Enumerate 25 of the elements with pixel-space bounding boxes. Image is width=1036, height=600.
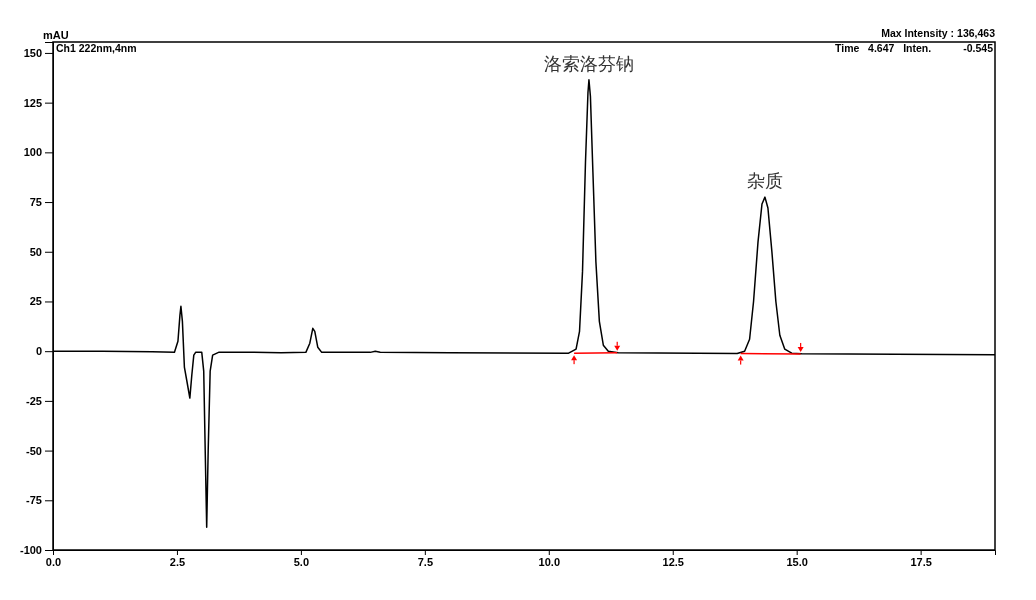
- y-tick-label: -75: [26, 494, 42, 507]
- x-tick-label: 7.5: [417, 555, 433, 568]
- x-tick-label: 12.5: [662, 555, 684, 568]
- x-tick-label: 15.0: [786, 555, 808, 568]
- y-tick-label: -100: [19, 544, 42, 557]
- text: Max Intensity : 136,463: [881, 27, 996, 39]
- y-tick-label: -25: [26, 394, 42, 407]
- annotation: Time 4.647 Inten. -0.545: [835, 42, 994, 54]
- annotation: 洛索洛芬钠: [543, 52, 634, 74]
- y-tick-label: 25: [29, 295, 42, 308]
- y-axis-title: mAU: [43, 29, 69, 41]
- x-tick-label: 2.5: [169, 555, 186, 568]
- x-tick-label: 10.0: [538, 555, 560, 568]
- x-tick-label: 5.0: [293, 555, 310, 568]
- y-tick-label: 50: [29, 245, 42, 258]
- y-tick-label: 0: [35, 345, 42, 358]
- y-tick-label: 75: [29, 196, 42, 209]
- annotation: 杂质: [746, 170, 783, 192]
- x-tick-label: 0.0: [45, 555, 62, 568]
- y-tick-label: 100: [23, 146, 42, 159]
- y-tick-label: 125: [23, 96, 42, 109]
- annotation: Ch1 222nm,4nm: [56, 42, 137, 54]
- y-tick-label: 150: [23, 46, 42, 59]
- y-tick-label: -50: [26, 444, 42, 457]
- x-tick-label: 17.5: [910, 555, 932, 568]
